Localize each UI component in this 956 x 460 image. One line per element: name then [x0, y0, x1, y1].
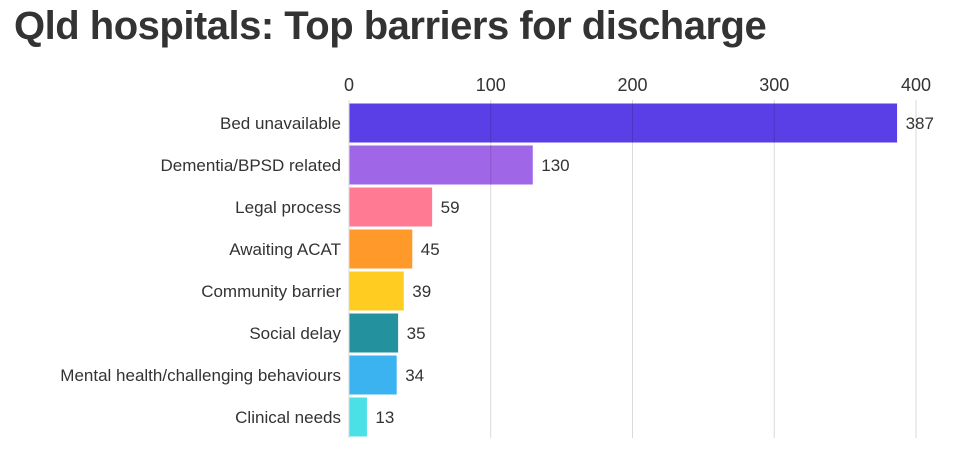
x-tick-label: 0	[344, 75, 354, 95]
data-label: 130	[541, 156, 569, 175]
data-label: 13	[375, 408, 394, 427]
data-label: 59	[441, 198, 460, 217]
category-label: Social delay	[249, 324, 341, 343]
category-label: Awaiting ACAT	[229, 240, 341, 259]
x-tick-label: 300	[759, 75, 789, 95]
category-label: Clinical needs	[235, 408, 341, 427]
data-label: 45	[421, 240, 440, 259]
category-label: Community barrier	[201, 282, 341, 301]
bar	[348, 312, 400, 354]
bar	[348, 228, 414, 270]
data-label: 35	[407, 324, 426, 343]
bar	[348, 144, 534, 186]
bar	[348, 396, 368, 438]
category-label: Legal process	[235, 198, 341, 217]
bar	[348, 102, 899, 144]
category-label: Mental health/challenging behaviours	[60, 366, 341, 385]
bar	[348, 186, 434, 228]
bar	[348, 354, 398, 396]
x-tick-label: 100	[476, 75, 506, 95]
x-tick-label: 400	[901, 75, 931, 95]
bar	[348, 270, 405, 312]
category-label: Bed unavailable	[220, 114, 341, 133]
category-label: Dementia/BPSD related	[161, 156, 341, 175]
data-label: 34	[405, 366, 424, 385]
chart-title: Qld hospitals: Top barriers for discharg…	[14, 4, 767, 48]
data-label: 387	[906, 114, 934, 133]
data-label: 39	[412, 282, 431, 301]
x-tick-label: 200	[617, 75, 647, 95]
